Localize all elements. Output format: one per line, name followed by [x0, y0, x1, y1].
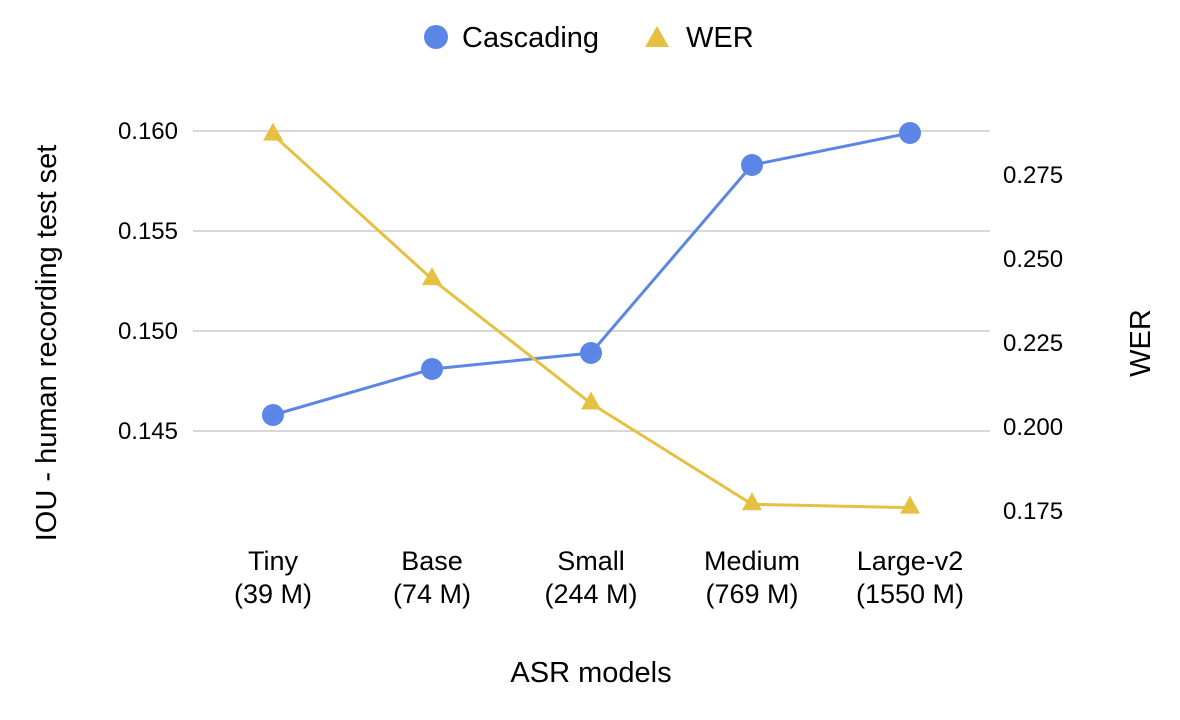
y-axis-left-title: IOU - human recording test set — [31, 145, 63, 542]
category-name-label: Small — [557, 546, 625, 576]
gridlines — [193, 130, 990, 432]
cascading-point — [899, 122, 921, 144]
legend-wer-marker — [645, 26, 669, 47]
left-tick-label: 0.155 — [118, 218, 178, 245]
category-size-label: (1550 M) — [856, 579, 964, 609]
right-tick-label: 0.175 — [1003, 498, 1063, 525]
right-tick-label: 0.200 — [1003, 414, 1063, 441]
category-name-label: Medium — [704, 546, 800, 576]
legend-wer-label: WER — [686, 22, 754, 54]
left-tick-label: 0.145 — [118, 418, 178, 445]
category-size-label: (74 M) — [393, 579, 471, 609]
legend-cascading-label: Cascading — [462, 22, 599, 54]
cascading-point — [741, 154, 763, 176]
left-tick-label: 0.160 — [118, 118, 178, 145]
left-tick-label: 0.150 — [118, 318, 178, 345]
series-line-wer — [271, 133, 911, 510]
right-tick-label: 0.250 — [1003, 246, 1063, 273]
wer-point — [742, 492, 762, 511]
category-size-label: (39 M) — [234, 579, 312, 609]
wer-point — [263, 122, 283, 141]
wer-point — [581, 391, 601, 410]
right-axis-ticks: 0.175 0.200 0.225 0.250 0.275 — [1003, 162, 1063, 525]
wer-point — [900, 495, 920, 514]
series-lines — [271, 131, 911, 510]
right-tick-label: 0.275 — [1003, 162, 1063, 189]
category-name-label: Tiny — [248, 546, 299, 576]
series-line-cascading — [272, 131, 911, 417]
x-axis-title: ASR models — [510, 657, 671, 689]
wer-point — [422, 267, 442, 286]
category-name-label: Base — [401, 546, 463, 576]
legend: Cascading WER — [424, 22, 754, 54]
cascading-point — [580, 342, 602, 364]
y-axis-right-title: WER — [1125, 309, 1157, 377]
left-axis-ticks: 0.145 0.150 0.155 0.160 — [118, 118, 178, 445]
series-markers — [262, 122, 921, 514]
x-axis-categories: Tiny(39 M) Base(74 M) Small(244 M) Medium(7… — [234, 546, 964, 609]
right-tick-label: 0.225 — [1003, 330, 1063, 357]
legend-cascading-marker — [424, 25, 448, 49]
category-size-label: (769 M) — [705, 579, 798, 609]
cascading-point — [421, 358, 443, 380]
category-name-label: Large-v2 — [857, 546, 964, 576]
cascading-point — [262, 404, 284, 426]
category-size-label: (244 M) — [544, 579, 637, 609]
